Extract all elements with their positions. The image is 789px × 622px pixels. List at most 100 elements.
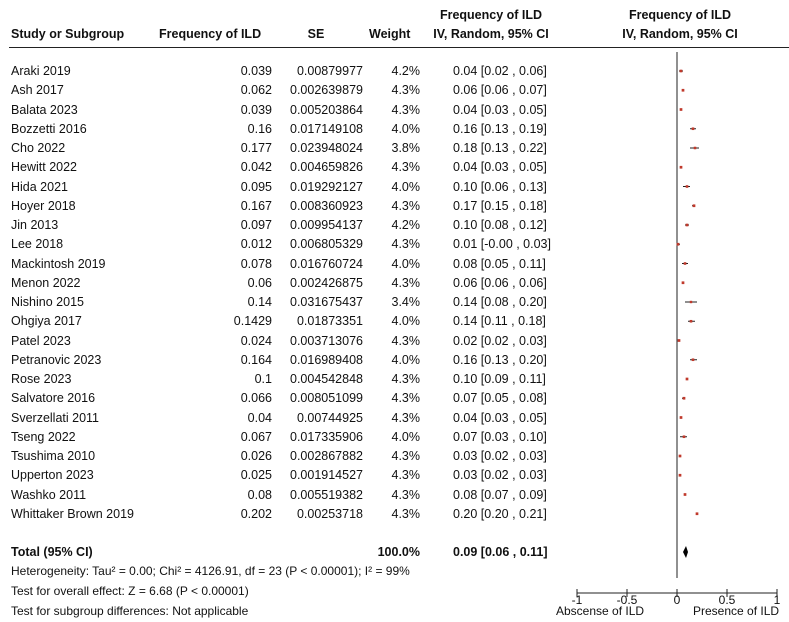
se-value: 0.004542848: [290, 372, 363, 386]
se-value: 0.00744925: [296, 410, 363, 425]
estimate-marker: [678, 454, 682, 458]
study-name: Petranovic 2023: [11, 352, 102, 367]
weight-value: 4.3%: [391, 468, 421, 483]
weight-value: 4.0%: [391, 179, 421, 194]
frequency-value: 0.06: [247, 275, 272, 290]
ci-value: 0.04 [0.03 , 0.05]: [453, 410, 547, 425]
study-name: Whittaker Brown 2019: [11, 506, 134, 521]
study-name: Nishino 2015: [11, 295, 84, 309]
frequency-value: 0.067: [240, 429, 272, 444]
weight-value: 4.3%: [391, 333, 421, 348]
estimate-marker: [692, 204, 696, 208]
se-value: 0.031675437: [290, 295, 363, 309]
se-value: 0.023948024: [290, 141, 363, 155]
se-value: 0.009954137: [290, 218, 363, 232]
estimate-marker: [683, 493, 687, 496]
frequency-value: 0.026: [240, 449, 272, 463]
study-name: Hewitt 2022: [11, 160, 78, 175]
estimate-marker: [685, 223, 689, 227]
se-value: 0.016989408: [290, 352, 363, 367]
estimate-marker: [678, 473, 682, 477]
ci-value: 0.04 [0.02 , 0.06]: [453, 64, 547, 78]
se-value: 0.006805329: [290, 237, 363, 252]
header-ci-top: Frequency of ILD: [439, 8, 543, 22]
study-name: Menon 2022: [11, 275, 81, 290]
ci-value: 0.08 [0.07 , 0.09]: [453, 487, 547, 502]
weight-value: 4.0%: [391, 429, 421, 444]
se-value: 0.016760724: [290, 256, 363, 271]
frequency-value: 0.177: [240, 141, 272, 155]
weight-value: 4.3%: [391, 449, 421, 463]
estimate-marker: [677, 339, 681, 342]
weight-value: 4.3%: [391, 83, 421, 98]
estimate-marker: [681, 281, 685, 285]
weight-value: 4.2%: [391, 64, 421, 78]
study-name: Jin 2013: [11, 218, 59, 232]
weight-value: 4.3%: [391, 160, 421, 175]
x-tick-label: -1: [572, 593, 583, 607]
estimate-marker: [695, 512, 699, 516]
overall-effect-text: Test for overall effect: Z = 6.68 (P < 0…: [11, 584, 249, 598]
frequency-value: 0.097: [240, 218, 272, 232]
axis-right-label: Presence of ILD: [693, 604, 780, 618]
weight-value: 4.3%: [391, 410, 421, 425]
header-plot-top: Frequency of ILD: [628, 8, 732, 22]
study-name: Ohgiya 2017: [11, 314, 82, 329]
estimate-marker: [689, 319, 693, 323]
se-value: 0.003713076: [290, 333, 363, 348]
frequency-value: 0.024: [240, 333, 272, 348]
se-value: 0.00253718: [296, 506, 363, 521]
weight-value: 4.3%: [391, 198, 421, 213]
study-name: Patel 2023: [11, 333, 71, 348]
estimate-marker: [679, 165, 683, 169]
estimate-marker: [689, 300, 693, 304]
frequency-value: 0.04: [247, 410, 272, 425]
study-name: Lee 2018: [11, 237, 64, 252]
total-ci: 0.09 [0.06 , 0.11]: [453, 545, 548, 559]
frequency-value: 0.025: [240, 468, 272, 483]
ci-value: 0.17 [0.15 , 0.18]: [453, 198, 547, 213]
estimate-marker: [679, 69, 683, 73]
study-name: Rose 2023: [11, 372, 72, 386]
header-study: Study or Subgroup: [11, 27, 125, 41]
weight-value: 4.3%: [391, 372, 421, 386]
weight-value: 4.3%: [391, 102, 421, 117]
study-name: Salvatore 2016: [11, 391, 96, 406]
pooled-diamond: [683, 546, 688, 558]
se-value: 0.002639879: [290, 83, 363, 98]
ci-value: 0.14 [0.08 , 0.20]: [453, 295, 547, 309]
frequency-value: 0.066: [240, 391, 272, 406]
study-name: Hoyer 2018: [11, 198, 76, 213]
study-name: Tsushima 2010: [11, 449, 96, 463]
ci-value: 0.16 [0.13 , 0.20]: [453, 352, 547, 367]
ci-value: 0.07 [0.05 , 0.08]: [453, 391, 547, 406]
frequency-value: 0.1429: [233, 314, 272, 329]
heterogeneity-text: Heterogeneity: Tau² = 0.00; Chi² = 4126.…: [11, 564, 410, 578]
frequency-value: 0.14: [247, 295, 272, 309]
study-name: Ash 2017: [11, 83, 64, 98]
study-name: Bozzetti 2016: [11, 121, 87, 136]
x-tick-label: 0: [674, 593, 681, 607]
weight-value: 4.3%: [391, 391, 421, 406]
study-name: Mackintosh 2019: [11, 256, 106, 271]
study-name: Cho 2022: [11, 141, 66, 155]
weight-value: 4.2%: [391, 218, 421, 232]
weight-value: 4.3%: [391, 487, 421, 502]
ci-value: 0.20 [0.20 , 0.21]: [453, 506, 547, 521]
se-value: 0.008360923: [290, 198, 363, 213]
weight-value: 3.4%: [391, 295, 421, 309]
estimate-marker: [691, 127, 695, 131]
ci-value: 0.10 [0.08 , 0.12]: [453, 218, 547, 232]
weight-value: 4.0%: [391, 256, 421, 271]
frequency-value: 0.164: [240, 352, 272, 367]
frequency-value: 0.167: [240, 198, 272, 213]
header-weight: Weight: [369, 27, 411, 41]
estimate-marker: [679, 416, 683, 419]
frequency-value: 0.039: [240, 64, 272, 78]
study-name: Tseng 2022: [11, 429, 76, 444]
estimate-marker: [682, 396, 686, 400]
se-value: 0.004659826: [290, 160, 363, 175]
frequency-value: 0.08: [247, 487, 272, 502]
study-name: Sverzellati 2011: [11, 410, 100, 425]
